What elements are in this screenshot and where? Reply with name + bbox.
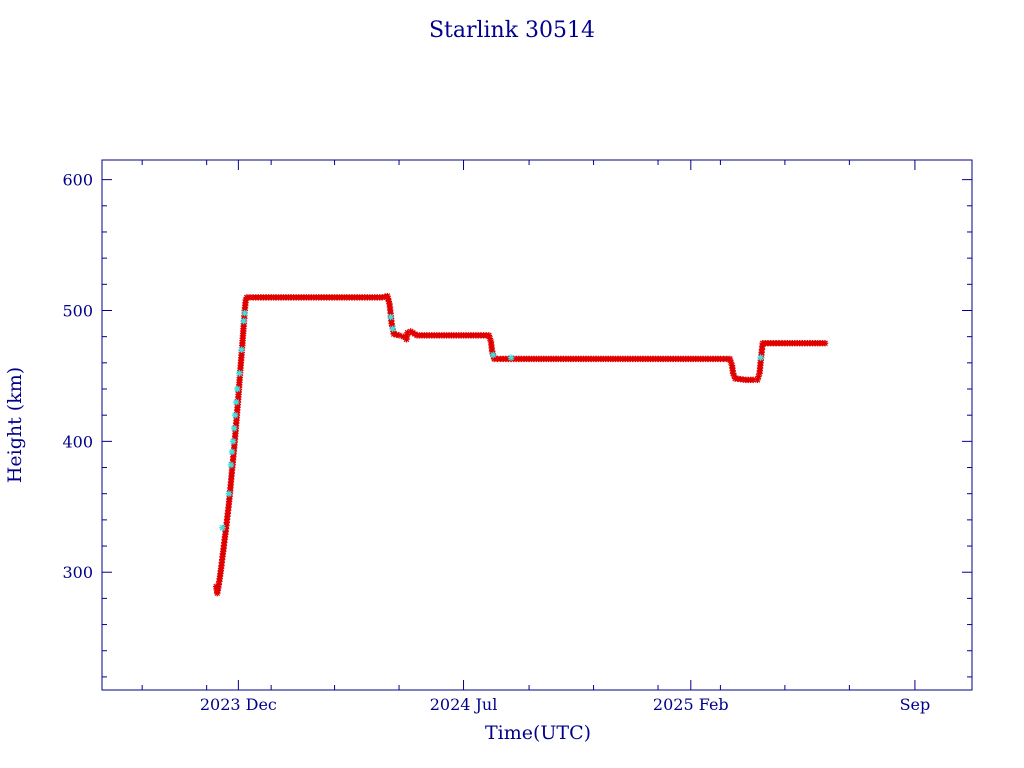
x-axis-label: Time(UTC) <box>485 722 591 744</box>
data-point <box>229 438 237 445</box>
series-0 <box>212 292 829 597</box>
data-point <box>238 346 245 353</box>
data-point <box>230 425 238 432</box>
data-point <box>240 317 247 325</box>
data-point <box>489 351 497 359</box>
y-tick-label: 300 <box>62 563 93 582</box>
x-tick-label: 2025 Feb <box>653 695 729 714</box>
series-1 <box>219 309 764 531</box>
data-point <box>228 448 236 456</box>
data-point <box>233 398 240 406</box>
plot-frame <box>101 159 973 691</box>
data-point <box>227 461 235 469</box>
x-tick-label: 2024 Jul <box>430 695 498 714</box>
x-tick-label: 2023 Dec <box>200 695 277 714</box>
y-tick-label: 500 <box>62 301 93 320</box>
y-tick-label: 400 <box>62 432 93 451</box>
data-point <box>757 354 764 361</box>
y-axis-label: Height (km) <box>4 367 26 483</box>
data-point <box>234 385 241 393</box>
data-point <box>225 490 233 497</box>
data-point <box>821 340 829 347</box>
x-tick-label: Sep <box>900 695 931 714</box>
tick-labels: 300 400 500 600 2023 Dec 2024 Jul 2025 Feb Sep <box>62 171 930 714</box>
data-point <box>231 411 239 419</box>
data-point <box>241 309 248 317</box>
chart-title: Starlink 30514 <box>429 18 595 43</box>
data-point <box>507 354 515 361</box>
data-points <box>212 292 829 597</box>
data-point <box>726 355 734 363</box>
y-tick-label: 600 <box>62 171 93 190</box>
data-point <box>219 524 226 531</box>
axis-ticks <box>102 160 972 690</box>
data-point <box>389 325 396 333</box>
data-point <box>387 313 394 321</box>
data-point <box>236 370 243 377</box>
data-point <box>730 372 738 380</box>
